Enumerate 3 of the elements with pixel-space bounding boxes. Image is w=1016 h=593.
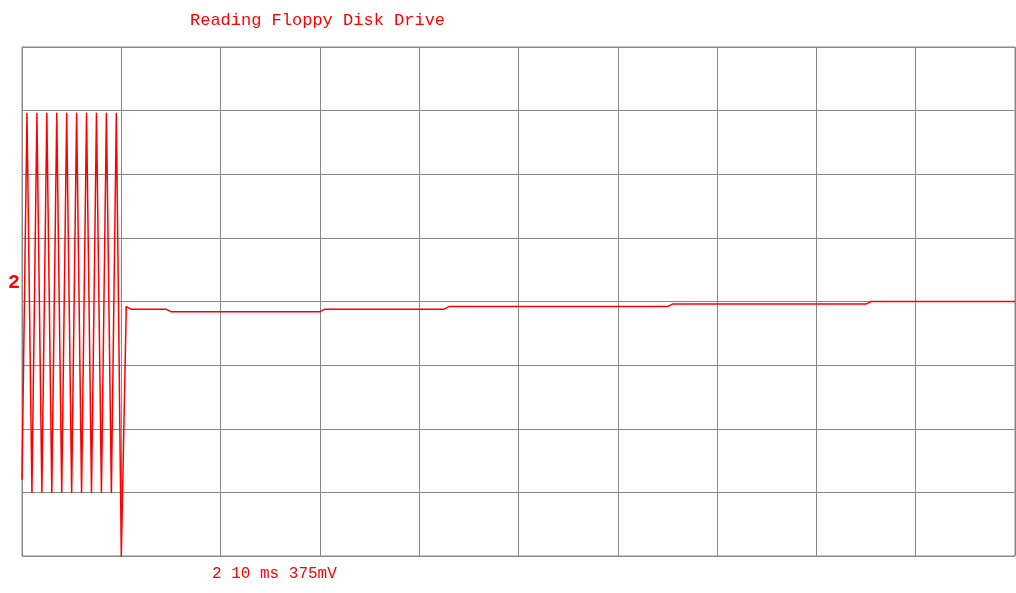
chart-title: Reading Floppy Disk Drive	[190, 11, 446, 30]
text: 2 10 ms 375mV	[212, 565, 338, 583]
text: 2	[8, 270, 21, 294]
